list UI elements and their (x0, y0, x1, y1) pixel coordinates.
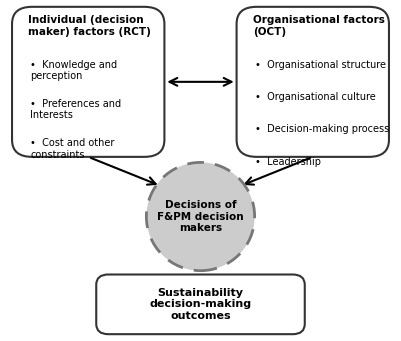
Text: Sustainability
decision-making
outcomes: Sustainability decision-making outcomes (150, 288, 251, 321)
Ellipse shape (146, 162, 255, 271)
Text: •  Leadership: • Leadership (255, 157, 321, 167)
FancyBboxPatch shape (12, 7, 164, 157)
Text: Decisions of
F&PM decision
makers: Decisions of F&PM decision makers (157, 200, 244, 233)
Text: Organisational factors
(OCT): Organisational factors (OCT) (253, 15, 385, 37)
FancyBboxPatch shape (237, 7, 389, 157)
Text: •  Knowledge and
perception: • Knowledge and perception (30, 60, 117, 81)
Text: •  Decision-making process: • Decision-making process (255, 124, 389, 134)
Text: •  Preferences and
Interests: • Preferences and Interests (30, 99, 121, 120)
Text: Individual (decision
maker) factors (RCT): Individual (decision maker) factors (RCT… (28, 15, 151, 37)
FancyBboxPatch shape (96, 275, 305, 334)
Text: •  Organisational culture: • Organisational culture (255, 92, 375, 102)
Text: •  Cost and other
constraints: • Cost and other constraints (30, 138, 114, 160)
Text: •  Organisational structure: • Organisational structure (255, 60, 386, 70)
